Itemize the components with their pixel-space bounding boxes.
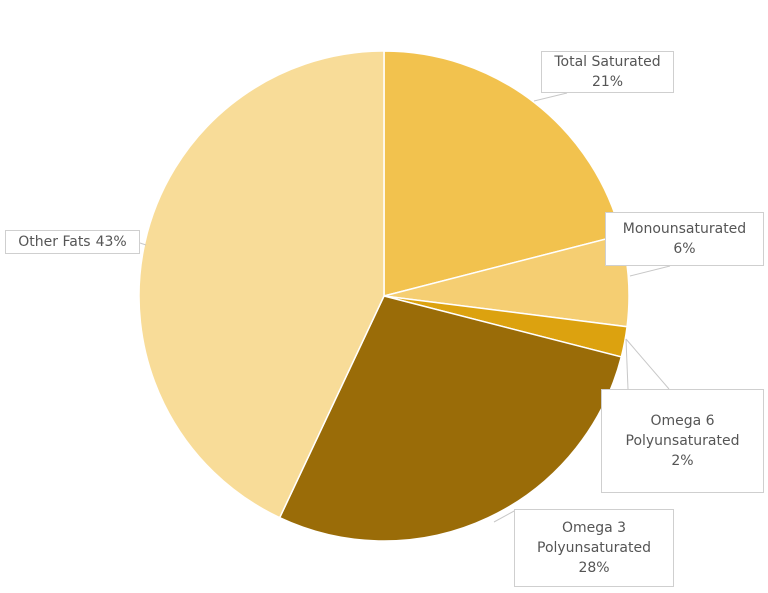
- leader-line-omega6-b: [625, 338, 670, 390]
- leader-line-omega3: [493, 509, 517, 523]
- leader-line-monounsaturated: [629, 265, 671, 277]
- label-omega6: Omega 6 Polyunsaturated 2%: [601, 389, 764, 493]
- leader-line-omega6-a: [625, 338, 629, 390]
- slice-value: 2%: [671, 453, 694, 469]
- slice-value: 6%: [673, 241, 696, 257]
- slice-value: 21%: [591, 74, 624, 90]
- slice-label: Omega 3: [561, 520, 627, 536]
- leader-lines: [139, 92, 671, 523]
- slice-label: Monounsaturated: [622, 221, 747, 237]
- slice-label: Polyunsaturated: [537, 540, 651, 556]
- slice-label: Polyunsaturated: [625, 433, 740, 449]
- leader-line-total-saturated: [533, 92, 568, 102]
- label-monounsaturated: Monounsaturated 6%: [605, 212, 764, 266]
- pie-slice-other-fats: [138, 50, 385, 519]
- slice-value: 28%: [578, 560, 610, 576]
- label-other-fats: Other Fats 43%: [5, 230, 140, 254]
- pie-slice-total-saturated: [383, 50, 623, 297]
- slice-label: Total Saturated: [554, 54, 661, 70]
- slice-label: Other Fats: [18, 234, 91, 250]
- slice-label: Omega 6: [650, 413, 715, 429]
- label-omega3: Omega 3 Polyunsaturated 28%: [514, 509, 674, 587]
- label-total-saturated: Total Saturated 21%: [541, 51, 674, 93]
- leader-line-other-fats: [139, 242, 147, 246]
- slice-value: 43%: [95, 234, 127, 250]
